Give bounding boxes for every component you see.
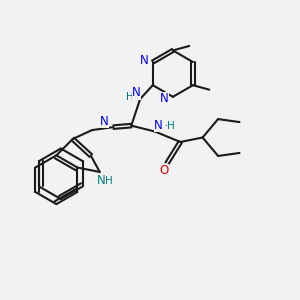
Text: H: H bbox=[167, 121, 174, 130]
Text: N: N bbox=[132, 86, 141, 99]
Text: N: N bbox=[100, 115, 109, 128]
Text: H: H bbox=[126, 92, 134, 102]
Text: N: N bbox=[140, 54, 149, 67]
Text: N: N bbox=[160, 92, 169, 105]
Text: N: N bbox=[154, 119, 162, 132]
Text: -: - bbox=[164, 119, 169, 132]
Text: O: O bbox=[159, 164, 169, 177]
Text: N: N bbox=[97, 174, 106, 188]
Text: H: H bbox=[105, 176, 112, 186]
